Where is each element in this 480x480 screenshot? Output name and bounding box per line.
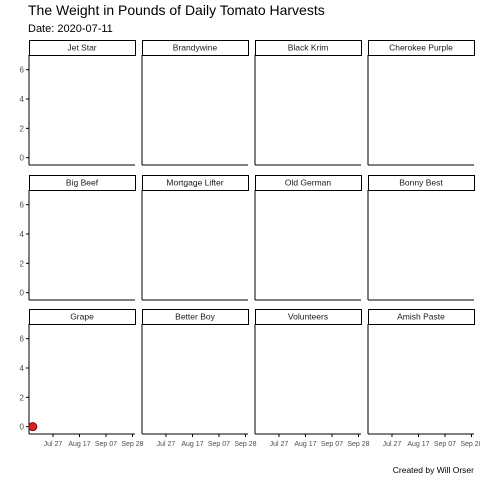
facet-strip-label: Mortgage Lifter bbox=[166, 178, 223, 188]
facet-panel: Cherokee Purple bbox=[367, 40, 475, 166]
x-tick-label: Sep 28 bbox=[121, 441, 143, 448]
facet-strip bbox=[142, 175, 249, 191]
facet-strip bbox=[368, 40, 475, 56]
y-tick-label: 0 bbox=[20, 154, 25, 163]
facet-strip bbox=[29, 175, 136, 191]
x-tick-label: Sep 07 bbox=[434, 441, 456, 448]
facet-strip-label: Big Beef bbox=[66, 178, 99, 188]
facet-strip-label: Jet Star bbox=[67, 43, 96, 53]
facet-panel: Mortgage Lifter bbox=[141, 175, 249, 301]
x-tick-label: Sep 28 bbox=[347, 441, 369, 448]
facet-strip-label: Black Krim bbox=[288, 43, 329, 53]
y-tick-label: 4 bbox=[20, 230, 25, 239]
y-tick-label: 0 bbox=[20, 423, 25, 432]
facet-panel: Grape 0 2 4 6 Jul 27 Aug 17 Sep 07 Sep 28 bbox=[20, 309, 144, 448]
x-tick-label: Sep 07 bbox=[321, 441, 343, 448]
x-tick-label: Sep 28 bbox=[234, 441, 256, 448]
facet-panel: Black Krim bbox=[254, 40, 362, 166]
facet-panel: Better Boy Jul 27 Aug 17 Sep 07 Sep 28 bbox=[141, 309, 257, 448]
x-tick-label: Aug 17 bbox=[294, 441, 316, 448]
y-tick-label: 6 bbox=[20, 201, 25, 210]
facet-strip bbox=[368, 309, 475, 325]
facet-strip bbox=[29, 40, 136, 56]
chart-subtitle: Date: 2020-07-11 bbox=[28, 23, 113, 35]
facet-strip bbox=[142, 309, 249, 325]
x-tick-label: Jul 27 bbox=[44, 441, 63, 448]
chart-title: The Weight in Pounds of Daily Tomato Har… bbox=[28, 2, 325, 18]
facet-panel: Bonny Best bbox=[367, 175, 475, 301]
x-tick-label: Jul 27 bbox=[157, 441, 176, 448]
x-tick-label: Jul 27 bbox=[383, 441, 402, 448]
y-tick-label: 6 bbox=[20, 66, 25, 75]
chart-caption: Created by Will Orser bbox=[393, 465, 474, 475]
y-tick-label: 2 bbox=[20, 124, 25, 133]
x-tick-label: Sep 07 bbox=[208, 441, 230, 448]
x-tick-label: Aug 17 bbox=[181, 441, 203, 448]
facet-strip-label: Brandywine bbox=[173, 43, 218, 53]
facet-panel: Brandywine bbox=[141, 40, 249, 166]
facet-panel: Old German bbox=[254, 175, 362, 301]
y-tick-label: 4 bbox=[20, 95, 25, 104]
x-tick-label: Aug 17 bbox=[407, 441, 429, 448]
facet-strip bbox=[255, 40, 362, 56]
facet-strip-label: Cherokee Purple bbox=[389, 43, 453, 53]
x-tick-label: Aug 17 bbox=[68, 441, 90, 448]
facet-strip-label: Amish Paste bbox=[397, 312, 445, 322]
x-tick-label: Jul 27 bbox=[270, 441, 289, 448]
facet-panel: Big Beef 0 2 4 6 bbox=[20, 175, 136, 301]
facet-panel: Volunteers Jul 27 Aug 17 Sep 07 Sep 28 bbox=[254, 309, 370, 448]
data-point bbox=[28, 422, 38, 432]
facet-strip bbox=[255, 309, 362, 325]
y-tick-label: 4 bbox=[20, 364, 25, 373]
facet-panel: Amish Paste Jul 27 Aug 17 Sep 07 Sep 28 bbox=[367, 309, 480, 448]
facet-strip-label: Volunteers bbox=[288, 312, 328, 322]
facet-strip-label: Old German bbox=[285, 178, 332, 188]
facet-strip bbox=[368, 175, 475, 191]
facet-panel: Jet Star 0 2 4 6 bbox=[20, 40, 136, 166]
facet-strip-label: Better Boy bbox=[175, 312, 215, 322]
x-tick-label: Sep 28 bbox=[460, 441, 480, 448]
facet-strip-label: Grape bbox=[70, 312, 94, 322]
facet-strip bbox=[142, 40, 249, 56]
facet-strip bbox=[255, 175, 362, 191]
y-tick-label: 2 bbox=[20, 393, 25, 402]
facet-strip-label: Bonny Best bbox=[399, 178, 443, 188]
y-tick-label: 2 bbox=[20, 259, 25, 268]
facet-grid: Jet Star 0 2 4 6 Brandywine Black Krim Cherokee… bbox=[20, 40, 480, 448]
y-tick-label: 6 bbox=[20, 335, 25, 344]
facet-strip bbox=[29, 309, 136, 325]
y-tick-label: 0 bbox=[20, 289, 25, 298]
x-tick-label: Sep 07 bbox=[95, 441, 117, 448]
